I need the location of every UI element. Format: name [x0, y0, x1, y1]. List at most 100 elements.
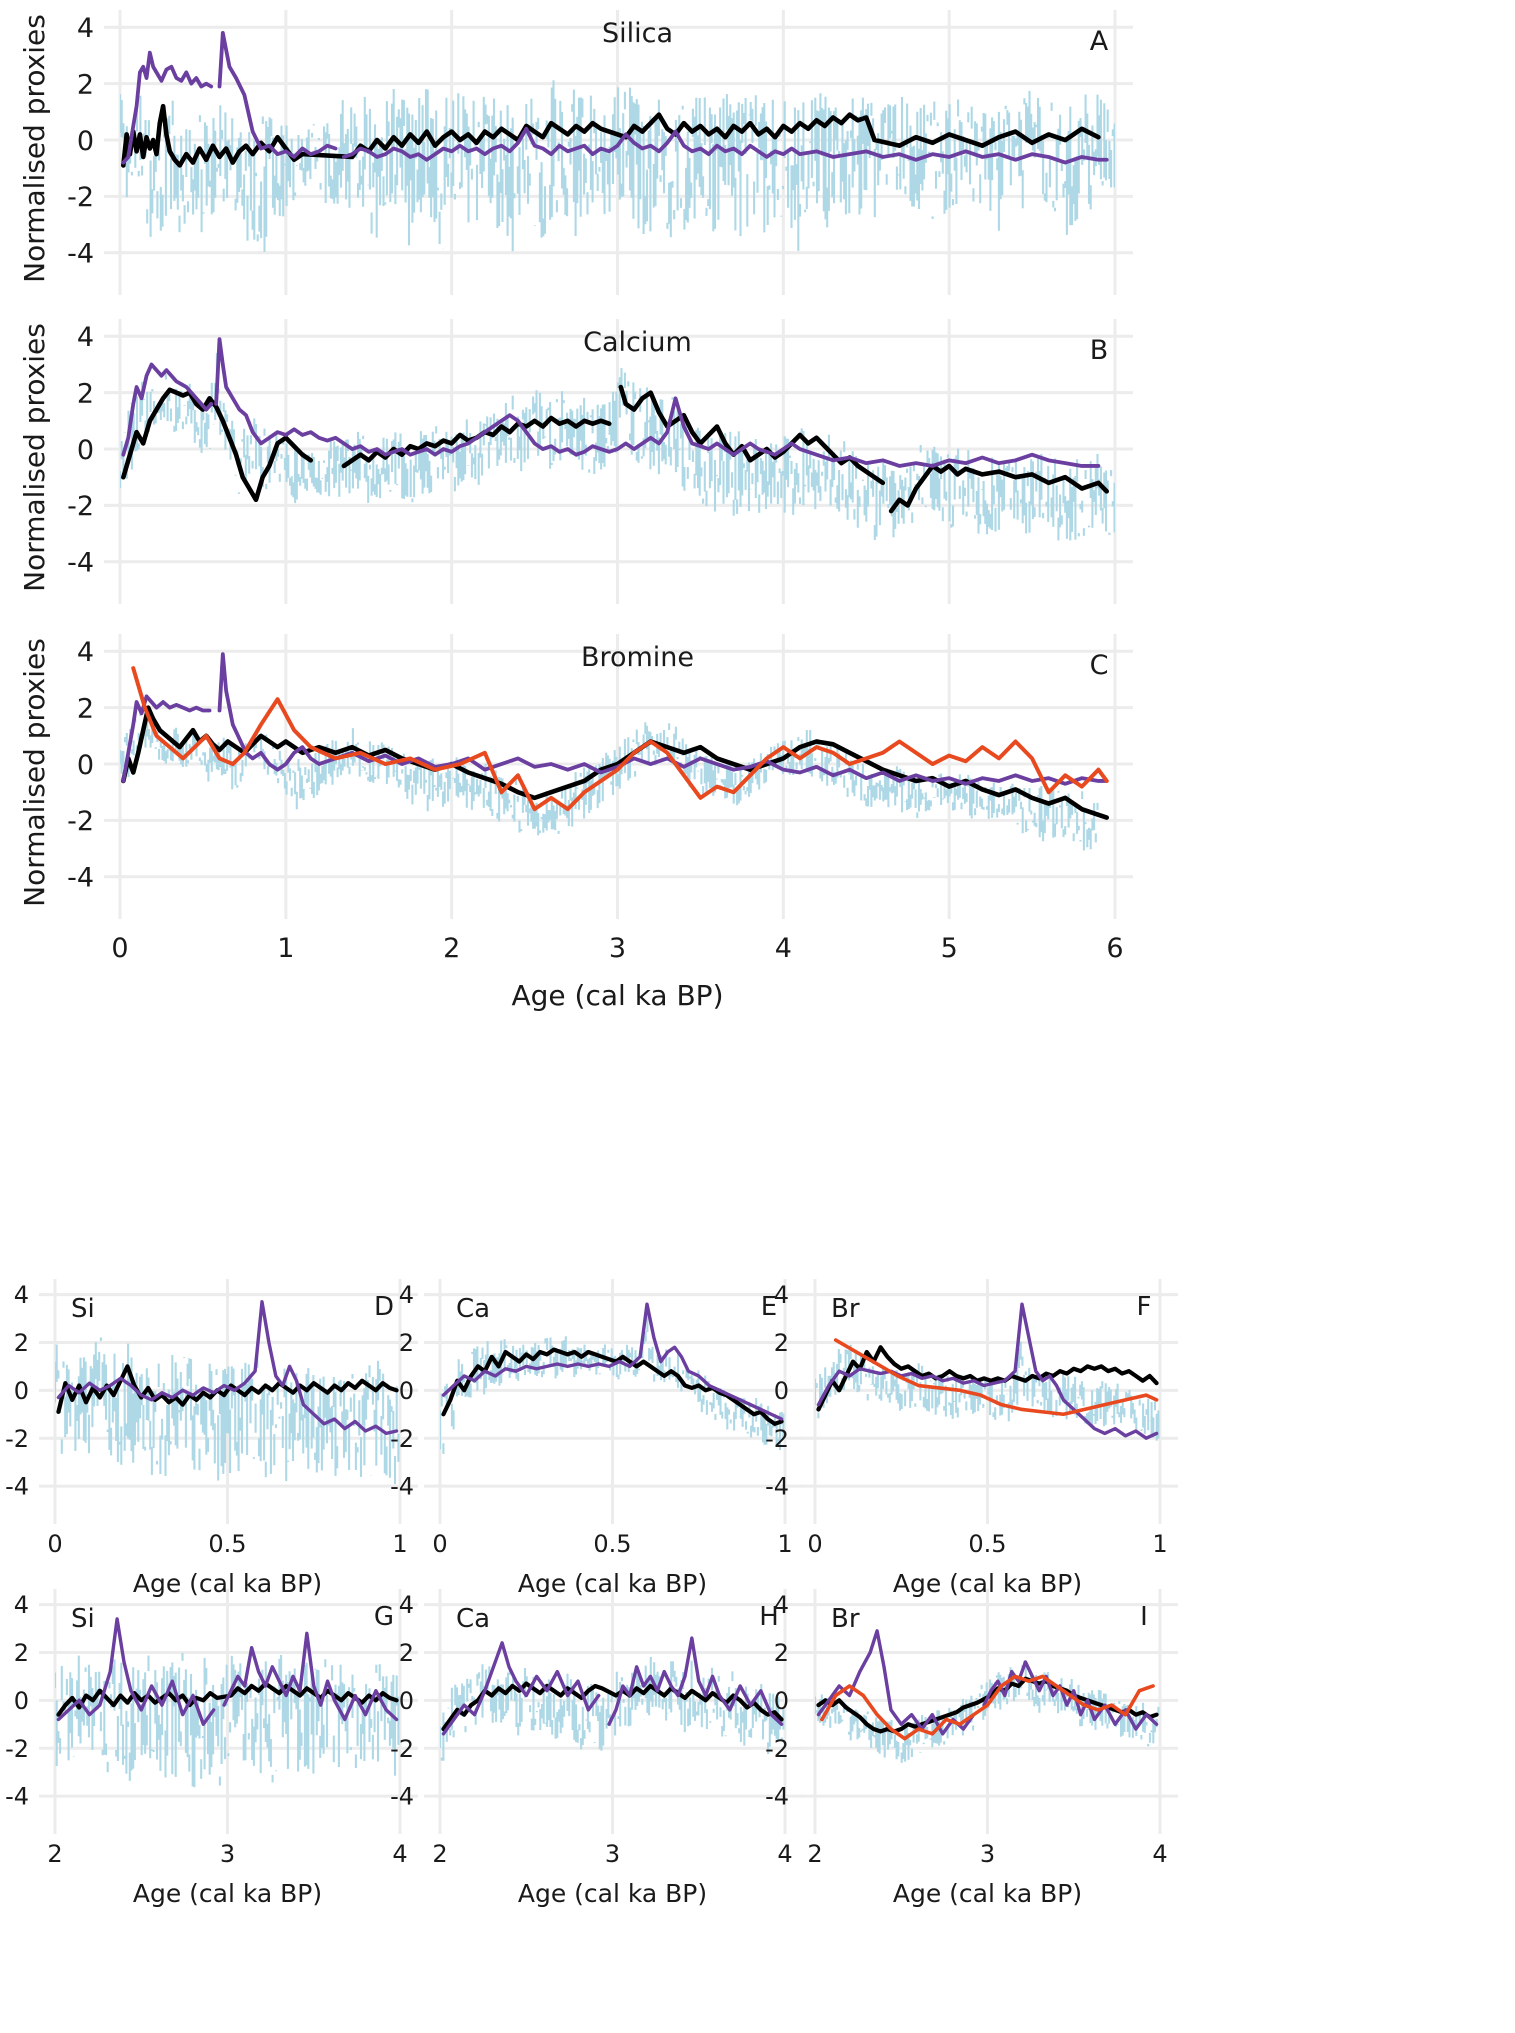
yaxis-title-B: Normalised proxies: [18, 323, 51, 592]
panel-letter-G: G: [374, 1602, 394, 1632]
panel-B: -4 -2 0 2 4 Normalised proxies Calcium B: [18, 319, 1133, 604]
panel-C: -4 -2 0 2 4 0 1 2 3 4 5 6 Age (cal ka BP) Normalised …: [18, 634, 1133, 1012]
ytick-label-H-4: 4: [399, 1591, 414, 1619]
series-purple-smoothed: [441, 1302, 784, 1421]
ytick-label-A--4: -4: [67, 239, 94, 270]
ytick-label-G-4: 4: [14, 1591, 29, 1619]
series-black-smoothed: [56, 1681, 399, 1717]
xtick-label-D-0: 0: [47, 1530, 62, 1558]
series-line: [56, 1681, 399, 1717]
series-line: [816, 1345, 1159, 1412]
ytick-label-E-2: 2: [399, 1329, 414, 1357]
xaxis-title-C: Age (cal ka BP): [511, 979, 723, 1012]
ytick-label-I-0: 0: [774, 1687, 789, 1715]
xtick-label-H-4: 4: [777, 1840, 792, 1868]
series-purple-smoothed: [121, 31, 1109, 165]
xtick-label-C-2: 2: [443, 933, 460, 964]
series-line: [607, 1636, 784, 1726]
ytick-label-A-4: 4: [77, 13, 94, 44]
xtick-label-F-0: 0: [807, 1530, 822, 1558]
ytick-label-E-0: 0: [399, 1377, 414, 1405]
series-high-resolution-envelope: [55, 1652, 400, 1788]
ytick-label-C--4: -4: [67, 863, 94, 894]
panel-letter-F: F: [1137, 1292, 1152, 1322]
series-line: [217, 31, 338, 159]
xtick-label-C-0: 0: [111, 933, 128, 964]
panel-letter-C: C: [1090, 650, 1109, 681]
ytick-label-D--2: -2: [5, 1425, 29, 1453]
ytick-label-C-4: 4: [77, 637, 94, 668]
ytick-label-H--4: -4: [390, 1783, 414, 1811]
panel-letter-A: A: [1090, 26, 1109, 57]
series-purple-smoothed: [121, 337, 1101, 468]
ytick-label-A-2: 2: [77, 69, 94, 100]
series-line: [121, 362, 214, 457]
xtick-label-C-1: 1: [277, 933, 294, 964]
ytick-label-F-2: 2: [774, 1329, 789, 1357]
xtick-label-H-2: 2: [432, 1840, 447, 1868]
series-line: [441, 1641, 601, 1736]
ytick-label-B-0: 0: [77, 435, 94, 466]
xtick-label-G-3: 3: [220, 1840, 235, 1868]
ytick-label-H--2: -2: [390, 1735, 414, 1763]
gridlines-G: [39, 1589, 418, 1834]
series-group-D: [55, 1300, 400, 1485]
ytick-label-D-4: 4: [14, 1281, 29, 1309]
xtick-label-C-6: 6: [1106, 933, 1123, 964]
xtick-label-F-1: 1: [1152, 1530, 1167, 1558]
panel-tag-G: Si: [71, 1604, 95, 1634]
ytick-label-B-4: 4: [77, 322, 94, 353]
series-line: [222, 1631, 399, 1722]
ytick-label-F--4: -4: [765, 1473, 789, 1501]
panel-title-B: Calcium: [583, 327, 692, 358]
gridlines-I: [799, 1589, 1178, 1834]
xtick-label-H-3: 3: [605, 1840, 620, 1868]
panel-letter-I: I: [1140, 1602, 1148, 1632]
panel-tag-E: Ca: [456, 1294, 490, 1324]
ytick-label-I--4: -4: [765, 1783, 789, 1811]
series-line: [56, 1617, 216, 1726]
ytick-label-I--2: -2: [765, 1735, 789, 1763]
panel-letter-B: B: [1090, 335, 1109, 366]
ytick-label-G--4: -4: [5, 1783, 29, 1811]
series-group-F: [815, 1302, 1160, 1441]
series-group-G: [55, 1617, 400, 1788]
ytick-label-F-4: 4: [774, 1281, 789, 1309]
ytick-label-A--2: -2: [67, 182, 94, 213]
xaxis-title-H: Age (cal ka BP): [518, 1879, 707, 1908]
series-line: [121, 694, 212, 783]
series-orange-low-resolution: [833, 1338, 1159, 1417]
series-black-smoothed: [816, 1345, 1159, 1412]
xtick-label-E-0: 0: [432, 1530, 447, 1558]
panel-tag-F: Br: [831, 1294, 860, 1324]
ytick-label-G-0: 0: [14, 1687, 29, 1715]
xtick-label-I-3: 3: [980, 1840, 995, 1868]
ytick-label-D-2: 2: [14, 1329, 29, 1357]
series-line: [341, 126, 1109, 165]
ytick-label-E-4: 4: [399, 1281, 414, 1309]
xtick-label-C-4: 4: [775, 933, 792, 964]
ytick-label-I-4: 4: [774, 1591, 789, 1619]
series-black-smoothed: [56, 1364, 399, 1414]
ytick-label-B--4: -4: [67, 548, 94, 579]
panel-A: -4 -2 0 2 4 Normalised proxies Silica A: [18, 10, 1133, 295]
series-line: [820, 1674, 1155, 1741]
series-line: [888, 463, 1110, 514]
xtick-label-D-1: 1: [392, 1530, 407, 1558]
ytick-label-C--2: -2: [67, 806, 94, 837]
xtick-label-C-5: 5: [941, 933, 958, 964]
series-group-B: [120, 337, 1115, 541]
panel-tag-D: Si: [71, 1294, 95, 1324]
xtick-label-I-2: 2: [807, 1840, 822, 1868]
ytick-label-E--4: -4: [390, 1473, 414, 1501]
series-line: [816, 1629, 976, 1736]
xaxis-title-I: Age (cal ka BP): [893, 1879, 1082, 1908]
series-group-E: [440, 1302, 785, 1454]
series-line: [816, 1676, 1159, 1734]
series-orange-low-resolution: [131, 666, 1109, 812]
ytick-label-H-0: 0: [399, 1687, 414, 1715]
